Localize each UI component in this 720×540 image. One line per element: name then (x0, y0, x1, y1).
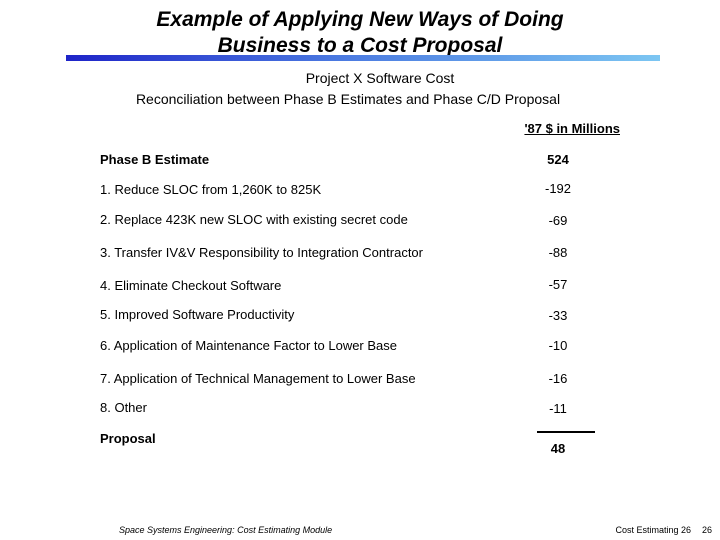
item-6-label: 6. Application of Maintenance Factor to … (100, 338, 398, 353)
subtitle-line-1: Project X Software Cost (305, 70, 455, 86)
item-4-value: -57 (548, 277, 568, 292)
baseline-value: 524 (547, 152, 569, 167)
title-line-2: Business to a Cost Proposal (217, 34, 503, 57)
title-line-1: Example of Applying New Ways of Doing (156, 8, 564, 31)
item-7-label: 7. Application of Technical Management t… (100, 371, 416, 386)
item-7-value: -16 (548, 371, 568, 386)
total-label: Proposal (100, 431, 156, 446)
subtitle-line-2: Reconciliation between Phase B Estimates… (135, 91, 561, 107)
item-4-label: 4. Eliminate Checkout Software (100, 278, 282, 293)
item-1-value: -192 (544, 181, 572, 196)
total-value: 48 (550, 441, 566, 456)
item-3-value: -88 (548, 245, 568, 260)
item-5-label: 5. Improved Software Productivity (100, 307, 295, 322)
item-6-value: -10 (548, 338, 568, 353)
item-8-label: 8. Other (100, 400, 147, 415)
item-5-value: -33 (548, 308, 568, 323)
item-2-value: -69 (548, 213, 568, 228)
title-divider (66, 55, 660, 61)
footer-course-title: Space Systems Engineering: Cost Estimati… (119, 525, 333, 535)
total-rule (537, 431, 595, 433)
units-label: '87 $ in Millions (524, 121, 620, 136)
item-3-label: 3. Transfer IV&V Responsibility to Integ… (100, 245, 423, 260)
page-number: 26 (702, 525, 713, 535)
item-2-label: 2. Replace 423K new SLOC with existing s… (100, 212, 408, 227)
item-8-value: -11 (549, 401, 567, 416)
item-1-label: 1. Reduce SLOC from 1,260K to 825K (100, 182, 322, 197)
footer-section-page: Cost Estimating 26 (615, 525, 691, 535)
baseline-label: Phase B Estimate (100, 152, 210, 167)
